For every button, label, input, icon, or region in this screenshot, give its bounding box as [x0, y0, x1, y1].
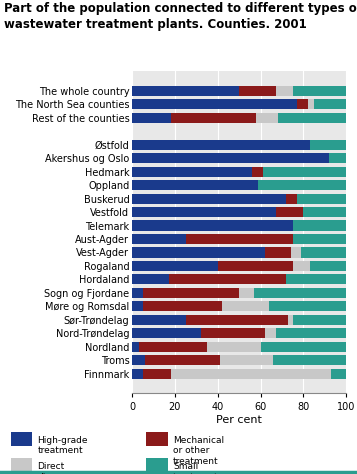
Bar: [132, 369, 143, 379]
Bar: [303, 207, 346, 217]
Bar: [288, 315, 293, 325]
Bar: [286, 274, 346, 284]
Bar: [132, 301, 143, 311]
Bar: [293, 220, 346, 230]
Bar: [143, 288, 239, 298]
Bar: [132, 153, 329, 163]
Bar: [254, 288, 346, 298]
Bar: [143, 369, 171, 379]
Bar: [218, 261, 293, 271]
Text: Mechanical
or other
treatment: Mechanical or other treatment: [173, 436, 224, 466]
Bar: [132, 140, 310, 150]
Bar: [201, 328, 265, 338]
Bar: [297, 193, 346, 204]
Bar: [132, 86, 239, 96]
Bar: [132, 328, 201, 338]
Bar: [143, 301, 222, 311]
Bar: [132, 193, 286, 204]
Bar: [132, 234, 186, 244]
Bar: [329, 153, 346, 163]
X-axis label: Per cent: Per cent: [216, 415, 262, 425]
Bar: [297, 99, 308, 109]
Bar: [263, 166, 346, 177]
Bar: [314, 99, 346, 109]
Bar: [256, 113, 278, 123]
Bar: [276, 207, 303, 217]
Bar: [207, 342, 261, 352]
Text: Direct
dis-
charges: Direct dis- charges: [37, 462, 73, 474]
Bar: [222, 301, 269, 311]
Bar: [293, 234, 346, 244]
Bar: [132, 274, 169, 284]
Bar: [132, 247, 265, 257]
Bar: [132, 180, 258, 190]
Bar: [132, 113, 171, 123]
Bar: [310, 261, 346, 271]
Bar: [220, 355, 273, 365]
Bar: [186, 234, 293, 244]
Bar: [265, 247, 291, 257]
Bar: [261, 342, 346, 352]
Bar: [171, 369, 331, 379]
Text: Part of the population connected to different types of
wastewater treatment plan: Part of the population connected to diff…: [4, 2, 357, 31]
Text: High-grade
treatment: High-grade treatment: [37, 436, 88, 456]
Bar: [331, 369, 346, 379]
Bar: [293, 86, 346, 96]
Bar: [132, 355, 145, 365]
Bar: [301, 247, 346, 257]
Bar: [186, 315, 288, 325]
Bar: [269, 301, 346, 311]
Bar: [145, 355, 220, 365]
Bar: [265, 328, 276, 338]
Bar: [132, 99, 297, 109]
Bar: [308, 99, 314, 109]
Bar: [239, 288, 254, 298]
Bar: [291, 247, 301, 257]
Bar: [132, 342, 139, 352]
Bar: [139, 342, 207, 352]
Bar: [310, 140, 346, 150]
Bar: [169, 274, 286, 284]
Bar: [239, 86, 276, 96]
Bar: [273, 355, 346, 365]
Bar: [132, 220, 293, 230]
Bar: [132, 207, 276, 217]
Bar: [258, 180, 346, 190]
Bar: [286, 193, 297, 204]
Bar: [276, 328, 346, 338]
Bar: [171, 113, 256, 123]
Bar: [293, 261, 310, 271]
Bar: [278, 113, 346, 123]
Bar: [293, 315, 346, 325]
Bar: [132, 261, 218, 271]
Bar: [276, 86, 293, 96]
Bar: [132, 166, 252, 177]
Bar: [132, 315, 186, 325]
Bar: [132, 288, 143, 298]
Text: Small
treatment
plants: Small treatment plants: [173, 462, 219, 474]
Bar: [252, 166, 263, 177]
